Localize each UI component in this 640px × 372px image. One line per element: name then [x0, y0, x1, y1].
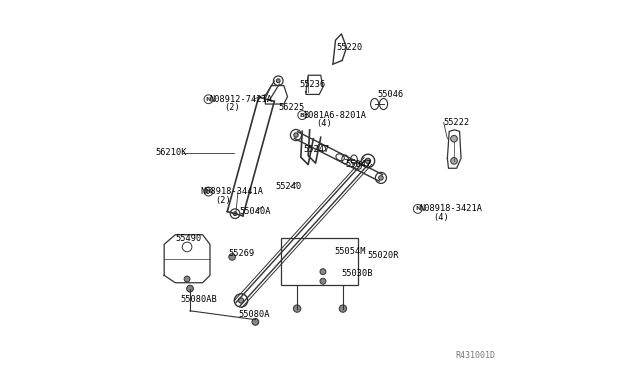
Text: 56225: 56225	[278, 103, 305, 112]
Circle shape	[187, 285, 193, 292]
Text: B081A6-8201A: B081A6-8201A	[303, 110, 366, 120]
Text: 55222: 55222	[444, 118, 470, 127]
Text: 55030B: 55030B	[341, 269, 373, 278]
Text: N: N	[206, 189, 211, 194]
Text: N: N	[415, 206, 420, 211]
Circle shape	[184, 276, 190, 282]
Text: (4): (4)	[316, 119, 332, 128]
Circle shape	[365, 158, 371, 163]
Text: 55020R: 55020R	[367, 251, 399, 260]
Text: 56210K: 56210K	[156, 148, 187, 157]
Circle shape	[229, 254, 236, 260]
Circle shape	[239, 298, 244, 303]
Text: 55047: 55047	[345, 160, 371, 169]
Circle shape	[320, 278, 326, 284]
Text: 55046: 55046	[377, 90, 403, 99]
Circle shape	[276, 79, 280, 83]
Text: 55269: 55269	[228, 249, 255, 258]
Text: 55240: 55240	[275, 182, 301, 191]
Text: 55054M: 55054M	[334, 247, 365, 256]
Circle shape	[451, 158, 458, 164]
Circle shape	[294, 133, 298, 137]
Circle shape	[233, 212, 237, 215]
Text: (2): (2)	[215, 196, 230, 205]
Text: N08912-7421A: N08912-7421A	[209, 95, 272, 104]
Text: 55080A: 55080A	[238, 310, 269, 319]
Text: 55080AB: 55080AB	[180, 295, 217, 304]
Text: (4): (4)	[434, 213, 449, 222]
Text: N08918-3441A: N08918-3441A	[200, 187, 263, 196]
Text: B: B	[300, 113, 305, 118]
Text: 55040A: 55040A	[239, 206, 271, 216]
Circle shape	[252, 318, 259, 325]
Bar	[281, 238, 358, 285]
Text: 55236: 55236	[300, 80, 326, 89]
Text: 55247: 55247	[303, 145, 330, 154]
Circle shape	[339, 305, 347, 312]
Text: R431001D: R431001D	[456, 351, 495, 360]
Text: N08918-3421A: N08918-3421A	[419, 204, 482, 214]
Circle shape	[379, 176, 383, 180]
Circle shape	[451, 135, 458, 142]
Text: N: N	[206, 97, 211, 102]
Circle shape	[320, 269, 326, 275]
Text: 55220: 55220	[337, 43, 363, 52]
Circle shape	[293, 305, 301, 312]
Text: 55490: 55490	[175, 234, 202, 243]
Text: (2): (2)	[224, 103, 240, 112]
